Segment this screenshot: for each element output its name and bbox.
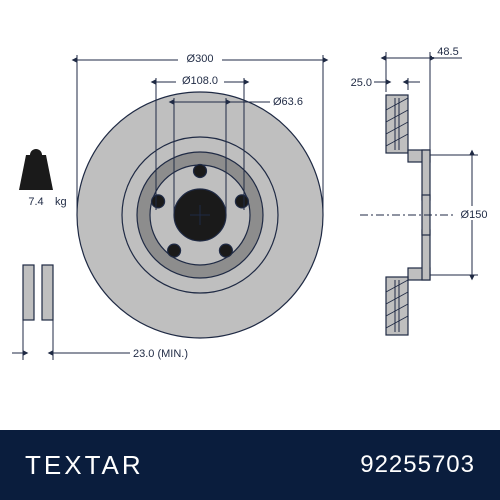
weight-icon: 7.4 kg: [19, 149, 67, 208]
side-view: 48.5 25.0 Ø150: [351, 44, 492, 335]
tech-drawing-container: TEXTAR: [0, 0, 500, 500]
weight-unit: kg: [55, 196, 67, 208]
diagram-area: TEXTAR: [0, 0, 500, 400]
diagram-svg: TEXTAR: [0, 0, 500, 410]
weight-value: 7.4: [28, 196, 43, 208]
min-thickness-label: 23.0 (MIN.): [133, 348, 188, 360]
front-view: TEXTAR: [77, 50, 323, 338]
brand-bar: TEXTAR 92255703: [0, 430, 500, 500]
brand-label: TEXTAR: [25, 450, 144, 481]
hub-bore-label: Ø63.6: [273, 96, 303, 108]
outer-diameter-label: Ø300: [187, 53, 214, 65]
bolt-circle-label: Ø108.0: [182, 75, 218, 87]
offset-label: 48.5: [437, 46, 458, 58]
hat-diameter-label: Ø150: [461, 209, 488, 221]
thickness-label: 25.0: [351, 77, 372, 89]
part-number: 92255703: [360, 451, 475, 479]
